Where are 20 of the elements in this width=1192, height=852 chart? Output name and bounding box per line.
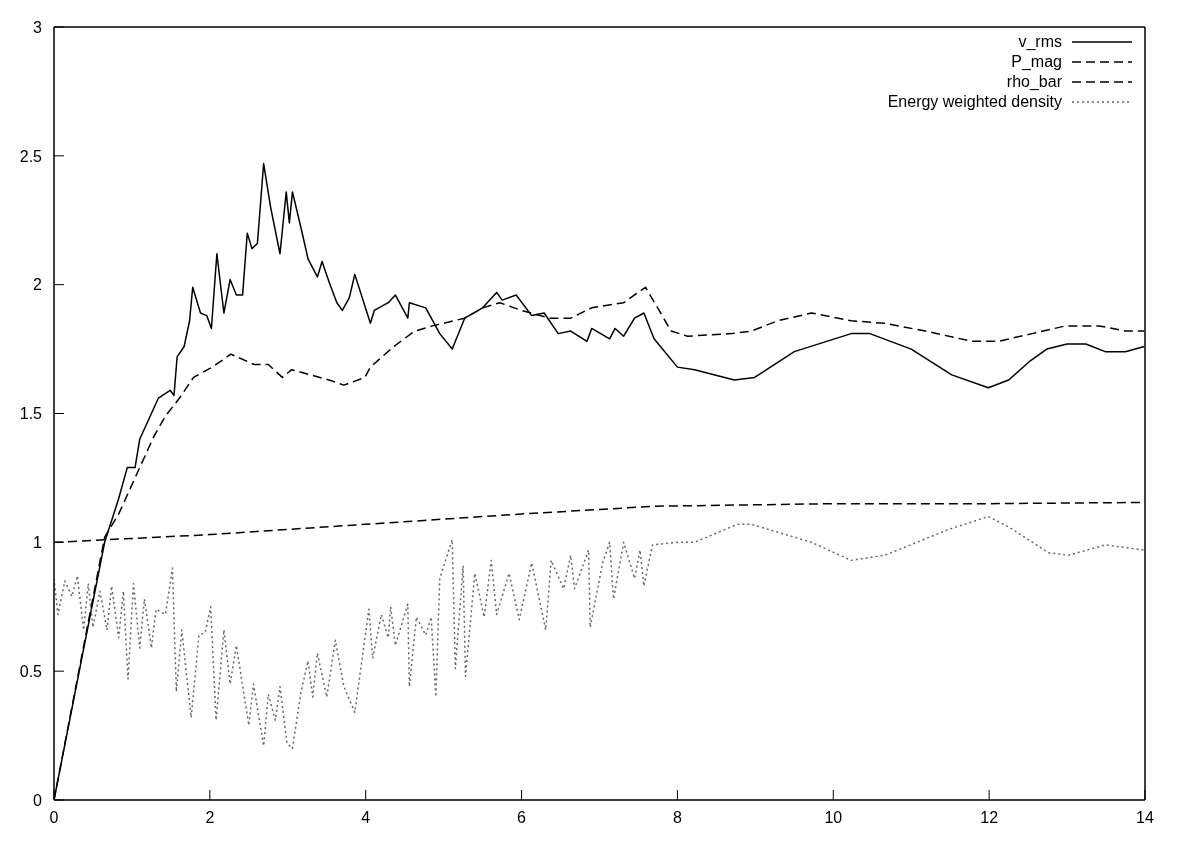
line-series (54, 515, 1145, 750)
legend-label: Energy weighted density (887, 92, 1062, 112)
x-tick-label: 4 (361, 809, 371, 827)
legend-label: v_rms (1018, 32, 1062, 52)
x-tick-label: 14 (1136, 809, 1154, 827)
x-tick-label: 8 (672, 809, 682, 827)
y-tick-label: 0 (33, 791, 43, 809)
y-tick-label: 1 (33, 534, 43, 552)
y-tick-label: 0.5 (19, 662, 43, 680)
y-tick-label: 1.5 (19, 405, 43, 423)
legend-label: rho_bar (1006, 72, 1062, 92)
legend-label: P_mag (1011, 52, 1062, 72)
y-tick-label: 2.5 (19, 147, 43, 165)
x-tick-label: 12 (980, 809, 999, 827)
y-tick-label: 3 (33, 18, 43, 36)
x-tick-label: 0 (49, 809, 59, 827)
y-tick-label: 2 (33, 276, 43, 294)
x-tick-label: 6 (517, 809, 527, 827)
x-tick-label: 10 (824, 809, 843, 827)
x-tick-label: 2 (205, 809, 215, 827)
